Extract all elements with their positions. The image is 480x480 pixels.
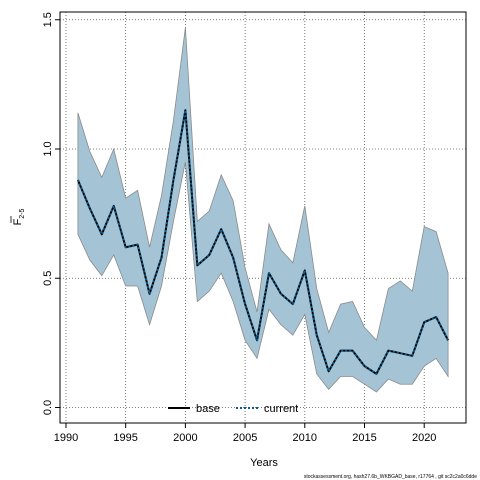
x-tick-label: 1990: [54, 432, 78, 444]
svg-text:F2-5: F2-5: [12, 208, 26, 225]
y-axis-title: F2-5: [10, 208, 26, 225]
footer-text: stockassessment.org, hash27.6b_WKBGAD_ba…: [304, 474, 477, 480]
x-tick-label: 2000: [173, 432, 197, 444]
y-axis: 0.0 0.5 1.0 1.5: [42, 12, 60, 415]
x-tick-label: 2010: [293, 432, 317, 444]
y-axis-title-main: F: [12, 218, 24, 225]
legend-label-current: current: [264, 403, 298, 415]
y-tick-label: 1.0: [42, 141, 54, 156]
legend: base current: [168, 403, 298, 415]
confidence-band: [77, 27, 449, 393]
x-tick-label: 1995: [113, 432, 137, 444]
confidence-band-layer: [77, 27, 449, 393]
x-axis-title: Years: [250, 457, 278, 469]
x-tick-label: 2020: [412, 432, 436, 444]
legend-label-base: base: [196, 403, 220, 415]
x-tick-label: 2015: [352, 432, 376, 444]
plot-frame: [59, 11, 467, 424]
x-axis: 1990 1995 2000 2005 2010 2015 2020: [54, 423, 436, 444]
series-line-current: [76, 109, 449, 375]
y-tick-label: 1.5: [42, 12, 54, 27]
x-tick-label: 2005: [233, 432, 257, 444]
y-tick-label: 0.5: [42, 271, 54, 286]
series-layer: [76, 109, 449, 375]
y-axis-title-sub: 2-5: [19, 208, 26, 218]
y-tick-label: 0.0: [42, 400, 54, 415]
